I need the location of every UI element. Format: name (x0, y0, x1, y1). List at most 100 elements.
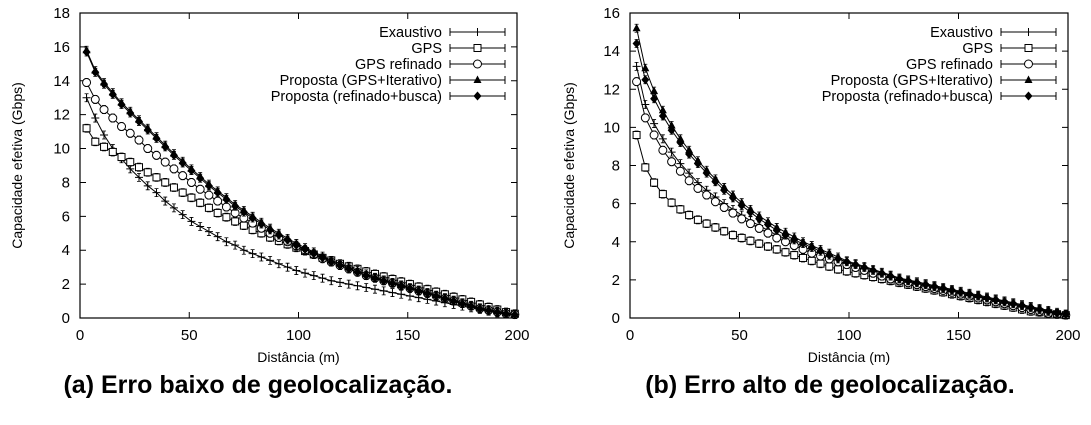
data-point (178, 188, 187, 197)
data-point (204, 227, 213, 236)
data-point (834, 254, 843, 264)
data-point (458, 299, 467, 309)
legend-label: GPS refinado (906, 57, 993, 73)
data-point (143, 168, 152, 177)
data-point (292, 240, 301, 250)
series-square (82, 123, 519, 319)
y-tick-label: 12 (53, 107, 70, 124)
data-point (912, 278, 921, 288)
legend-marker (1024, 91, 1033, 101)
legend-label: Proposta (refinado+busca) (271, 89, 442, 105)
y-tick-label: 4 (62, 242, 70, 259)
data-point (676, 159, 685, 168)
data-point (397, 281, 406, 291)
data-point (991, 295, 1000, 305)
y-tick-label: 6 (612, 196, 620, 213)
figure-caption: (a) Erro baixo de geolocalização. (63, 371, 452, 399)
data-point (956, 287, 965, 297)
data-point (82, 93, 91, 102)
data-point (475, 304, 484, 314)
data-point (169, 183, 178, 192)
data-point (239, 221, 248, 230)
data-point (772, 245, 781, 254)
x-tick-label: 150 (946, 327, 971, 344)
data-point (825, 262, 834, 271)
chart-panel-a: 0 50 100 150 200 0 2 4 6 8 10 12 14 16 18 Distância (m)… (9, 5, 530, 399)
data-point (685, 211, 694, 220)
data-point (248, 249, 257, 258)
legend-label: GPS (962, 41, 993, 57)
data-point (362, 271, 371, 281)
data-point (160, 157, 170, 167)
series-circle (82, 77, 520, 320)
y-tick-label: 18 (53, 5, 70, 22)
data-point (1018, 301, 1027, 311)
y-axis-label: Capacidade efetiva (Gbps) (9, 82, 25, 249)
data-point (799, 253, 808, 262)
legend-label: GPS (411, 41, 442, 57)
data-point (353, 281, 362, 290)
data-point (755, 214, 764, 224)
data-point (161, 142, 170, 152)
data-point (405, 283, 414, 293)
data-point (763, 228, 773, 238)
legend-marker (1024, 75, 1033, 83)
data-point (152, 188, 161, 197)
data-point (449, 296, 458, 306)
data-point (658, 190, 667, 199)
data-point (388, 278, 397, 288)
data-point (187, 217, 196, 226)
data-point (423, 288, 432, 298)
data-point (213, 208, 222, 217)
data-point (169, 164, 179, 174)
data-point (658, 145, 668, 155)
data-point (318, 274, 327, 283)
data-point (231, 217, 240, 226)
legend-marker (473, 75, 482, 83)
legend-marker (473, 59, 482, 69)
data-point (222, 194, 231, 204)
data-point (309, 271, 318, 280)
data-point (117, 122, 127, 132)
data-point (632, 23, 641, 32)
data-point (370, 273, 379, 283)
y-tick-label: 10 (603, 119, 620, 136)
x-tick-label: 50 (731, 327, 748, 344)
data-point (685, 169, 694, 178)
series-circle (632, 77, 1071, 320)
data-point (974, 291, 983, 301)
data-point (309, 249, 318, 259)
y-tick-label: 12 (603, 81, 620, 98)
data-point (274, 259, 283, 268)
data-point (799, 239, 808, 249)
data-point (397, 290, 406, 299)
legend-marker (473, 28, 482, 36)
data-point (204, 181, 213, 191)
data-point (711, 223, 720, 232)
data-point (728, 193, 737, 203)
data-point (790, 235, 799, 245)
data-point (720, 227, 729, 236)
data-point (274, 230, 283, 240)
data-point (641, 75, 650, 85)
data-point (676, 205, 685, 214)
data-point (728, 208, 738, 218)
data-point (379, 286, 388, 295)
data-point (405, 291, 414, 300)
data-point (1009, 299, 1018, 309)
data-point (632, 39, 641, 48)
data-point (467, 301, 476, 311)
data-point (772, 225, 781, 235)
data-point (719, 202, 729, 212)
data-point (90, 94, 100, 104)
data-point (151, 150, 161, 160)
y-tick-label: 16 (603, 5, 620, 22)
data-point (301, 244, 310, 254)
data-point (895, 274, 904, 284)
data-point (108, 113, 118, 123)
data-point (632, 62, 641, 71)
data-point (432, 291, 441, 301)
data-point (117, 153, 126, 162)
